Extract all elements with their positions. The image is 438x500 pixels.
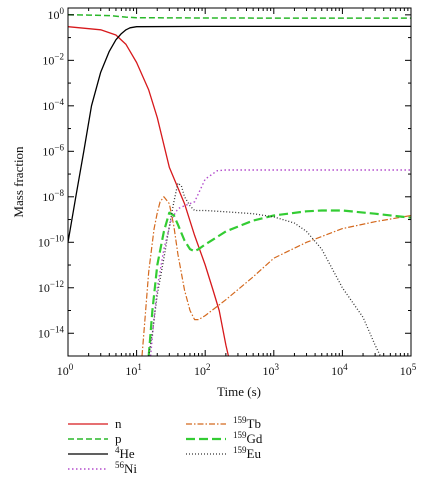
legend-label-4He: 4He [115, 445, 135, 461]
x-tick-label: 100 [57, 362, 74, 378]
legend-label-159Tb: 159Tb [233, 415, 261, 431]
legend-label-159Eu: 159Eu [233, 445, 261, 461]
x-tick-label: 103 [263, 362, 280, 378]
x-tick-label: 104 [331, 362, 348, 378]
series-line-n [68, 26, 230, 356]
y-tick-label: 10−8 [42, 188, 64, 204]
series-layer [68, 14, 411, 356]
ticks-layer [67, 8, 412, 357]
series-line-159Eu [148, 182, 382, 356]
x-tick-label: 105 [400, 362, 417, 378]
legend-label-n: n [115, 416, 122, 431]
tick-labels-layer: 100 101 102 103 104 105 100 10−2 10−4 10−6 10−8 10−… [38, 6, 417, 378]
y-tick-label: 10−12 [38, 279, 64, 295]
series-line-56Ni [149, 169, 411, 356]
y-tick-label: 10−2 [42, 51, 64, 67]
legend-label-p: p [115, 431, 122, 446]
series-line-4He [68, 25, 411, 243]
x-axis-title: Time (s) [217, 384, 261, 399]
y-tick-label: 10−10 [38, 233, 65, 249]
x-tick-label: 101 [125, 362, 142, 378]
series-line-159Tb [141, 196, 411, 356]
x-tick-label: 102 [194, 362, 211, 378]
plot-frame [67, 7, 412, 357]
series-line-159Gd [147, 209, 411, 356]
series-line-p [68, 14, 411, 19]
y-tick-label: 10−6 [42, 142, 64, 158]
y-tick-label: 10−4 [42, 97, 64, 113]
legend-label-56Ni: 56Ni [115, 460, 137, 476]
y-axis-title: Mass fraction [11, 146, 26, 218]
legend-label-159Gd: 159Gd [233, 430, 263, 446]
y-tick-label: 100 [48, 6, 65, 22]
y-tick-label: 10−14 [38, 324, 65, 340]
